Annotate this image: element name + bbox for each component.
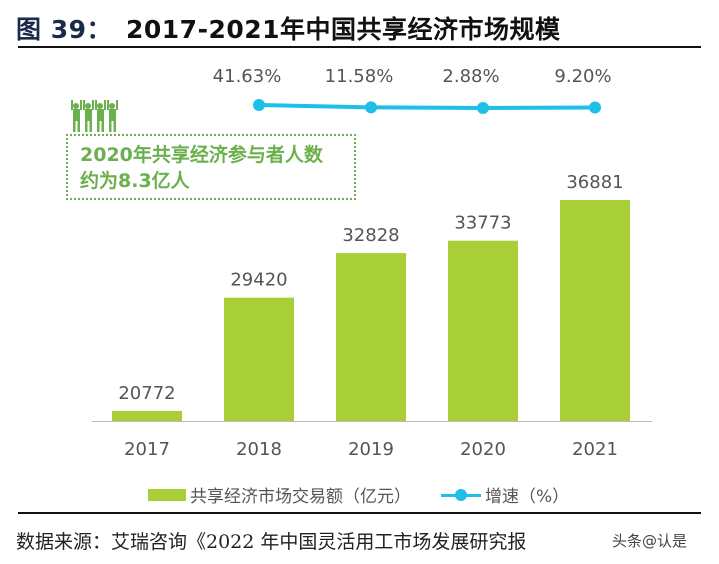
- bar-2017: [112, 410, 182, 421]
- growth-label-2021: 9.20%: [554, 66, 611, 87]
- bar-2018: [224, 297, 294, 421]
- bar-label-2021: 36881: [566, 172, 623, 193]
- x-tick-2020: 2020: [460, 439, 506, 460]
- legend-bar-label: 共享经济市场交易额（亿元）: [190, 487, 411, 507]
- callout-line2: 约为8.3亿人: [80, 170, 190, 192]
- growth-label-2020: 2.88%: [442, 66, 499, 87]
- growth-label-2019: 11.58%: [325, 66, 394, 87]
- x-tick-2017: 2017: [124, 439, 170, 460]
- bar-label-2018: 29420: [230, 270, 287, 291]
- x-tick-2021: 2021: [572, 439, 618, 460]
- bottom-rule: [18, 512, 701, 514]
- chart: 20772 2017 29420 2018 32828 2019 33773 2020 3688…: [71, 66, 652, 460]
- source-note: 数据来源：艾瑞咨询《2022 年中国灵活用工市场发展研究报: [16, 531, 527, 553]
- watermark: 头条@认是: [612, 532, 688, 550]
- bar-2021: [560, 200, 630, 421]
- growth-point-2021: [589, 101, 601, 114]
- legend: 共享经济市场交易额（亿元） 增速（%）: [148, 482, 569, 507]
- chart-title: 图 39： 2017-2021年中国共享经济市场规模: [16, 10, 561, 46]
- bar-label-2020: 33773: [454, 213, 511, 234]
- growth-point-2018: [253, 99, 265, 111]
- growth-point-2020: [477, 102, 489, 114]
- bar-2020: [448, 240, 518, 421]
- growth-label-2018: 41.63%: [213, 66, 282, 87]
- growth-point-2019: [365, 101, 377, 114]
- top-rule: [18, 46, 701, 48]
- legend-bar-swatch: [148, 488, 186, 501]
- title-text: 2017-2021年中国共享经济市场规模: [126, 15, 561, 44]
- bar-2019: [336, 253, 406, 421]
- legend-line-label: 增速（%）: [485, 487, 570, 507]
- growth-line: [258, 103, 596, 111]
- callout-box: 2020年共享经济参与者人数 约为8.3亿人: [66, 134, 356, 200]
- people-cheering-icon: [71, 100, 118, 132]
- figure-number: 图 39：: [16, 15, 112, 44]
- legend-line-swatch: [441, 485, 481, 505]
- x-tick-2019: 2019: [348, 439, 394, 460]
- bar-label-2017: 20772: [118, 383, 175, 404]
- x-tick-2018: 2018: [236, 439, 282, 460]
- callout-line1: 2020年共享经济参与者人数: [80, 144, 323, 166]
- bar-label-2019: 32828: [342, 225, 399, 246]
